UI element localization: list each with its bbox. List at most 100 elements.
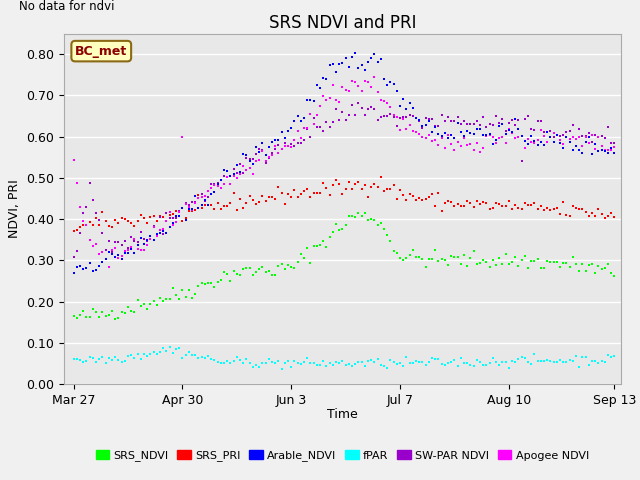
Point <box>244 360 255 367</box>
Point <box>440 117 450 124</box>
Point <box>81 203 92 211</box>
Point <box>481 132 492 139</box>
Point <box>129 235 140 243</box>
Point <box>379 97 389 105</box>
Point <box>155 294 165 302</box>
Point <box>158 227 168 235</box>
Point <box>465 254 476 262</box>
Point <box>139 350 149 358</box>
Point <box>472 126 482 133</box>
Point <box>558 132 568 139</box>
Point <box>88 267 98 275</box>
Point <box>606 146 616 154</box>
Point <box>347 77 357 85</box>
Point <box>504 119 514 127</box>
Point <box>555 132 565 140</box>
Point <box>276 145 287 153</box>
Point <box>360 362 370 370</box>
Point <box>376 361 386 369</box>
Legend: SRS_NDVI, SRS_PRI, Arable_NDVI, fPAR, SW-PAR NDVI, Apogee NDVI: SRS_NDVI, SRS_PRI, Arable_NDVI, fPAR, SW… <box>92 445 593 466</box>
Point <box>443 359 453 367</box>
Point <box>510 253 520 261</box>
Point <box>446 252 456 260</box>
Point <box>539 132 549 140</box>
Point <box>587 209 597 216</box>
Point <box>81 221 92 229</box>
Point <box>500 250 511 258</box>
Point <box>379 225 389 232</box>
Point <box>318 92 328 100</box>
Point <box>91 266 101 274</box>
Point <box>548 205 559 213</box>
Point <box>84 313 95 321</box>
Point <box>84 236 95 243</box>
Point <box>296 117 306 124</box>
Point <box>68 312 79 320</box>
Point <box>273 183 284 191</box>
Point <box>596 132 607 140</box>
Point <box>260 268 271 276</box>
Point <box>491 136 501 144</box>
Point <box>568 253 578 261</box>
Point <box>292 193 303 201</box>
Point <box>382 112 392 120</box>
Point <box>206 355 216 363</box>
Point <box>520 354 530 362</box>
Point <box>75 356 85 364</box>
Point <box>587 131 597 138</box>
Point <box>545 128 556 135</box>
Point <box>299 124 309 132</box>
Point <box>190 351 200 359</box>
Point <box>257 139 268 147</box>
Point <box>494 200 504 207</box>
Point <box>305 96 316 104</box>
Point <box>462 197 472 204</box>
Point <box>177 217 188 225</box>
Point <box>264 267 274 275</box>
Point <box>379 75 389 83</box>
Point <box>113 238 124 246</box>
Point <box>363 216 373 224</box>
Point <box>603 260 613 267</box>
Point <box>286 263 296 271</box>
Point <box>414 358 424 366</box>
Point <box>203 193 213 201</box>
Point <box>171 291 181 299</box>
Point <box>574 146 584 154</box>
Point <box>254 363 264 371</box>
Point <box>196 279 207 287</box>
Point <box>427 191 437 198</box>
Point <box>235 168 245 175</box>
Point <box>78 358 88 365</box>
Point <box>280 134 290 142</box>
Point <box>449 117 460 125</box>
Point <box>280 265 290 273</box>
Point <box>104 354 114 361</box>
Point <box>257 360 268 367</box>
Point <box>180 293 191 301</box>
Point <box>94 262 104 269</box>
Point <box>523 264 533 272</box>
Point <box>72 356 82 363</box>
Point <box>587 357 597 364</box>
Point <box>584 213 594 220</box>
Point <box>488 256 498 264</box>
Point <box>305 259 316 267</box>
Point <box>475 121 485 129</box>
Point <box>228 357 239 365</box>
Point <box>459 134 469 142</box>
Point <box>462 262 472 270</box>
Point <box>446 198 456 206</box>
Point <box>372 221 383 229</box>
Point <box>401 105 412 113</box>
Point <box>296 250 306 258</box>
Point <box>587 150 597 158</box>
Point <box>152 350 162 358</box>
Point <box>136 228 146 236</box>
Point <box>113 219 124 227</box>
Point <box>235 195 245 203</box>
Point <box>590 357 600 364</box>
Point <box>436 255 447 263</box>
Point <box>584 133 594 141</box>
Point <box>372 116 383 123</box>
